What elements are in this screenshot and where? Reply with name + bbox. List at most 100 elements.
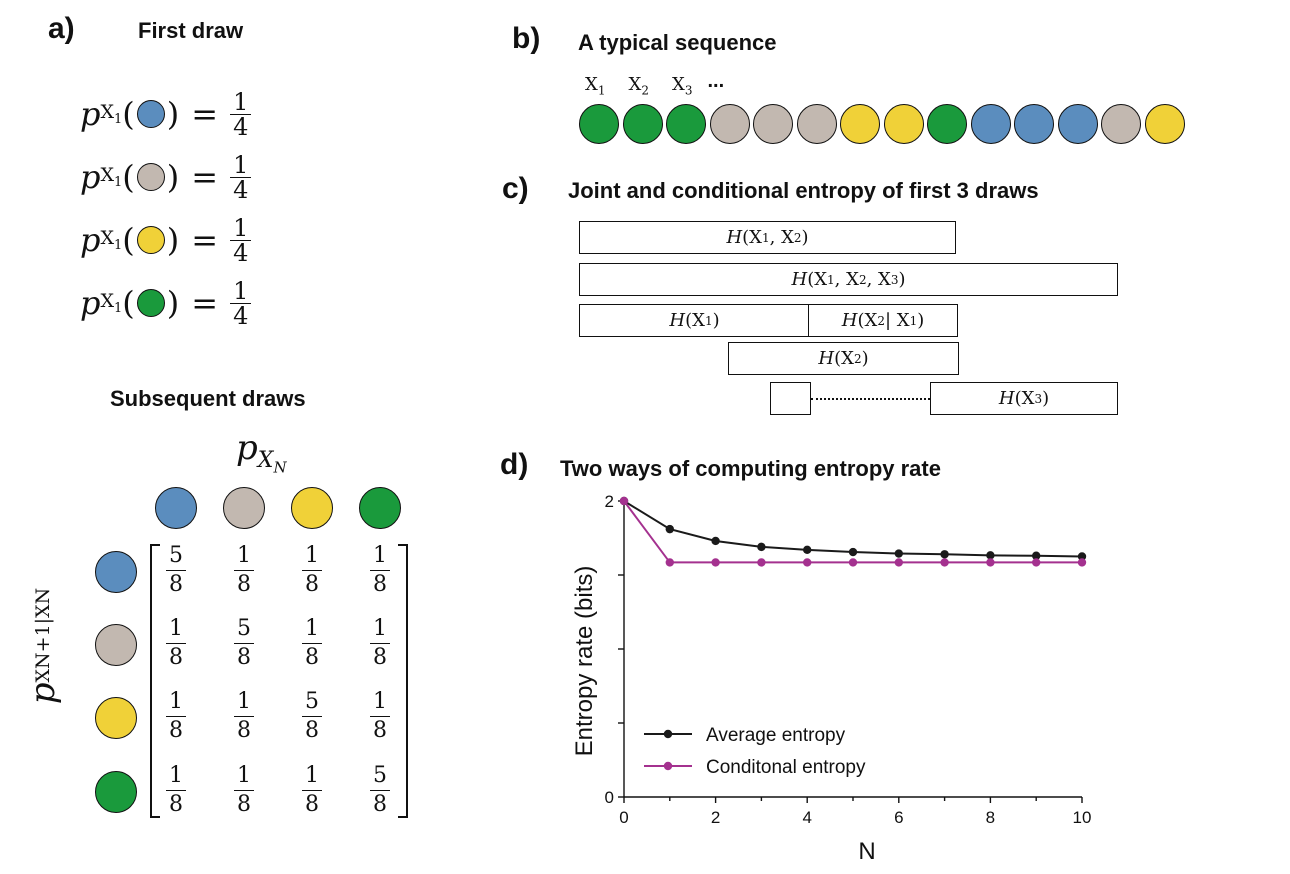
denominator: 4 bbox=[230, 176, 252, 202]
denominator: 4 bbox=[230, 113, 252, 139]
numerator: 5 bbox=[373, 763, 387, 788]
numerator: 1 bbox=[169, 689, 183, 714]
gray-ball-icon bbox=[709, 104, 750, 144]
numerator: 1 bbox=[233, 87, 249, 116]
data-point bbox=[894, 558, 903, 567]
first-draw-equation: p X1() = 1 4 bbox=[80, 151, 252, 203]
green-ball-icon bbox=[95, 771, 137, 813]
gray-ball-icon bbox=[95, 624, 137, 666]
numerator: 1 bbox=[305, 543, 319, 568]
panel-a-label: a) bbox=[48, 12, 75, 45]
numerator: 5 bbox=[305, 689, 319, 714]
row-prob-sub: XN+1|XN bbox=[32, 587, 54, 683]
blue-ball-icon bbox=[1057, 104, 1098, 144]
first-draw-equation: p X1() = 1 4 bbox=[80, 276, 252, 329]
denominator: 8 bbox=[370, 716, 390, 742]
blue-ball-icon bbox=[136, 100, 165, 128]
box-h-x1-x2: H (X 1, X 2) bbox=[579, 221, 956, 254]
close-paren: ) bbox=[166, 221, 180, 259]
data-point bbox=[940, 558, 949, 567]
close-paren: ) bbox=[166, 284, 180, 322]
green-ball-icon bbox=[927, 104, 967, 144]
numerator: 5 bbox=[237, 616, 251, 641]
legend-label: Average entropy bbox=[706, 725, 846, 746]
numerator: 1 bbox=[237, 763, 251, 788]
equals-sign: = bbox=[191, 95, 219, 133]
denominator: 4 bbox=[230, 239, 252, 265]
row-prob-label: p XN+1|XN bbox=[15, 541, 71, 751]
x-tick-label: 0 bbox=[619, 808, 628, 827]
data-point bbox=[665, 524, 674, 534]
numerator: 1 bbox=[233, 213, 249, 242]
data-point bbox=[711, 536, 720, 546]
panel-a-title: First draw bbox=[138, 18, 244, 43]
box-h-x1: H (X 1) bbox=[579, 304, 810, 337]
blue-ball-icon bbox=[95, 551, 137, 593]
data-point bbox=[803, 545, 812, 555]
blue-ball-icon bbox=[1014, 104, 1054, 144]
numerator: 5 bbox=[169, 543, 183, 568]
equals-sign: = bbox=[191, 158, 219, 196]
column-prob-label: pXN bbox=[236, 428, 287, 476]
y-tick-label: 0 bbox=[605, 788, 614, 807]
numerator: 1 bbox=[169, 763, 183, 788]
x-tick-label: 4 bbox=[802, 808, 811, 827]
panel-c-title: Joint and conditional entropy of first 3… bbox=[568, 178, 1039, 203]
yellow-ball-icon bbox=[136, 226, 165, 254]
numerator: 1 bbox=[373, 616, 387, 641]
equals-sign: = bbox=[191, 221, 219, 259]
x-tick-label: 8 bbox=[986, 808, 995, 827]
numerator: 1 bbox=[237, 689, 251, 714]
yellow-ball-icon bbox=[291, 487, 333, 529]
box-h-x3: H (X 3) bbox=[930, 382, 1118, 415]
data-point bbox=[986, 558, 995, 567]
gray-ball-icon bbox=[1101, 104, 1141, 144]
yellow-ball-icon bbox=[1144, 104, 1185, 144]
data-point bbox=[1077, 552, 1087, 561]
panel-d-label: d) bbox=[500, 448, 529, 481]
box-small-empty bbox=[770, 382, 811, 415]
numerator: 1 bbox=[169, 616, 183, 641]
legend-label: Conditonal entropy bbox=[706, 757, 866, 778]
equals-sign: = bbox=[191, 284, 219, 322]
denominator: 8 bbox=[370, 643, 390, 669]
box-h-x2-given-x1: H (X 2 | X 1) bbox=[808, 304, 958, 337]
x-tick-label: 2 bbox=[711, 808, 720, 827]
legend-swatch-marker bbox=[663, 761, 673, 771]
numerator: 1 bbox=[305, 616, 319, 641]
numerator: 1 bbox=[233, 276, 249, 305]
data-point bbox=[894, 549, 903, 558]
green-ball-icon bbox=[666, 104, 706, 144]
denominator: 8 bbox=[234, 790, 254, 816]
blue-ball-icon bbox=[155, 487, 197, 529]
denominator: 8 bbox=[370, 790, 390, 816]
denominator: 4 bbox=[230, 302, 252, 328]
denominator: 8 bbox=[234, 643, 254, 669]
denominator: 8 bbox=[370, 570, 390, 596]
yellow-ball-icon bbox=[840, 104, 880, 144]
data-point bbox=[848, 547, 858, 557]
y-axis-label: Entropy rate (bits) bbox=[571, 566, 598, 757]
data-point bbox=[1032, 558, 1041, 567]
y-tick-label: 2 bbox=[605, 492, 614, 511]
data-point bbox=[803, 558, 812, 567]
prob-symbol: p bbox=[80, 95, 101, 133]
denominator: 8 bbox=[166, 790, 186, 816]
first-draw-equation: p X1() = 1 4 bbox=[80, 87, 252, 140]
green-ball-icon bbox=[136, 289, 165, 317]
x-axis-label: N bbox=[858, 838, 875, 865]
panel-b-title: A typical sequence bbox=[578, 30, 777, 55]
